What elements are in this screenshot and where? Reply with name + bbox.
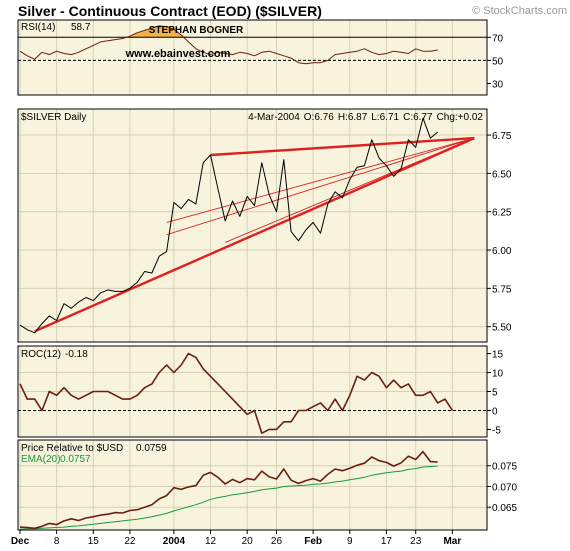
panel-background: [18, 20, 487, 95]
price-tick-label: 6.25: [492, 208, 512, 219]
ema-value: 0.0757: [60, 454, 91, 465]
x-tick-label: Dec: [11, 536, 30, 547]
trendline-1: [210, 136, 475, 157]
trendline-2: [166, 137, 475, 223]
price-tick-label: 6.75: [492, 131, 512, 142]
relative-tick-label: 0.075: [492, 462, 517, 473]
relative-tick-label: 0.070: [492, 482, 517, 493]
ohlc-close: C:6.77: [403, 112, 433, 123]
rsi-label: RSI(14): [21, 22, 55, 33]
roc-value: -0.18: [65, 349, 88, 360]
x-tick-label: 12: [205, 536, 217, 547]
relative-label: Price Relative to $USD: [21, 443, 123, 454]
chart-title: Silver - Continuous Contract (EOD) ($SIL…: [18, 3, 322, 19]
relative-value: 0.0759: [136, 443, 167, 454]
trendline-0: [34, 137, 475, 333]
rsi-tick-label: 30: [492, 79, 504, 90]
trendline-3: [166, 137, 475, 236]
rsi-tick-label: 50: [492, 56, 504, 67]
roc-panel: -5 0 5 10 15 ROC(12) -0.18: [17, 345, 504, 438]
roc-tick-label: 15: [492, 350, 504, 361]
panel-frame: [17, 439, 488, 531]
price-panel: 5.50 5.75 6.00 6.25 6.50 6.75 $SILVER Daily 4-M…: [17, 108, 512, 343]
price-tick-label: 6.00: [492, 246, 512, 257]
ema-label: EMA(20): [21, 454, 60, 465]
copyright-label[interactable]: © StockCharts.com: [472, 5, 567, 17]
panel-frame: [17, 19, 488, 96]
price-tick-label: 5.75: [492, 284, 512, 295]
x-tick-label: 20: [242, 536, 254, 547]
watermark-site: www.ebainvest.com: [125, 48, 231, 60]
ohlc-change: Chg:+0.02: [437, 112, 484, 123]
x-tick-label: 2004: [163, 536, 186, 547]
relative-line: [19, 450, 438, 530]
roc-tick-label: 0: [492, 406, 498, 417]
rsi-value: 58.7: [71, 22, 91, 33]
x-tick-label: 17: [381, 536, 393, 547]
ohlc-info: 4-Mar-2004 O:6.76 H:6.87 L:6.71 C:6.77 Chg:+0…: [248, 112, 483, 123]
price-label: $SILVER Daily: [21, 112, 86, 123]
x-tick-label: Mar: [443, 536, 461, 547]
relative-tick-label: 0.065: [492, 503, 517, 514]
ema-line: [19, 465, 438, 530]
roc-tick-label: 10: [492, 369, 504, 380]
x-tick-label: 23: [410, 536, 422, 547]
x-tick-label: 9: [347, 536, 353, 547]
rsi-panel: 30 50 70 RSI(14) 58.7 STEPHAN BOGNER www.ebain…: [17, 19, 504, 96]
roc-line: [19, 352, 454, 435]
x-tick-label: 15: [88, 536, 100, 547]
x-tick-label: 22: [124, 536, 136, 547]
x-tick-label: 26: [271, 536, 283, 547]
panel-frame: [17, 345, 488, 438]
price-tick-label: 6.50: [492, 169, 512, 180]
roc-label: ROC(12): [21, 349, 61, 360]
price-tick-label: 5.50: [492, 323, 512, 334]
roc-tick-label: -5: [492, 425, 501, 436]
rsi-tick-label: 70: [492, 33, 504, 44]
ohlc-high: H:6.87: [338, 112, 368, 123]
x-tick-label: 8: [54, 536, 60, 547]
ohlc-low: L:6.71: [371, 112, 399, 123]
trendline-4: [225, 137, 475, 243]
x-tick-label: Feb: [304, 536, 322, 547]
ohlc-date: 4-Mar-2004: [248, 112, 300, 123]
roc-tick-label: 5: [492, 388, 498, 399]
ohlc-open: O:6.76: [304, 112, 334, 123]
panel-background: [18, 440, 487, 530]
price-line: [19, 117, 439, 334]
rsi-line: [19, 25, 438, 65]
x-axis: Dec 8 15 22 2004 12 20 26 Feb 9 17 23 Mar: [11, 530, 461, 547]
watermark-author: STEPHAN BOGNER: [149, 25, 244, 36]
panel-frame: [17, 108, 488, 343]
